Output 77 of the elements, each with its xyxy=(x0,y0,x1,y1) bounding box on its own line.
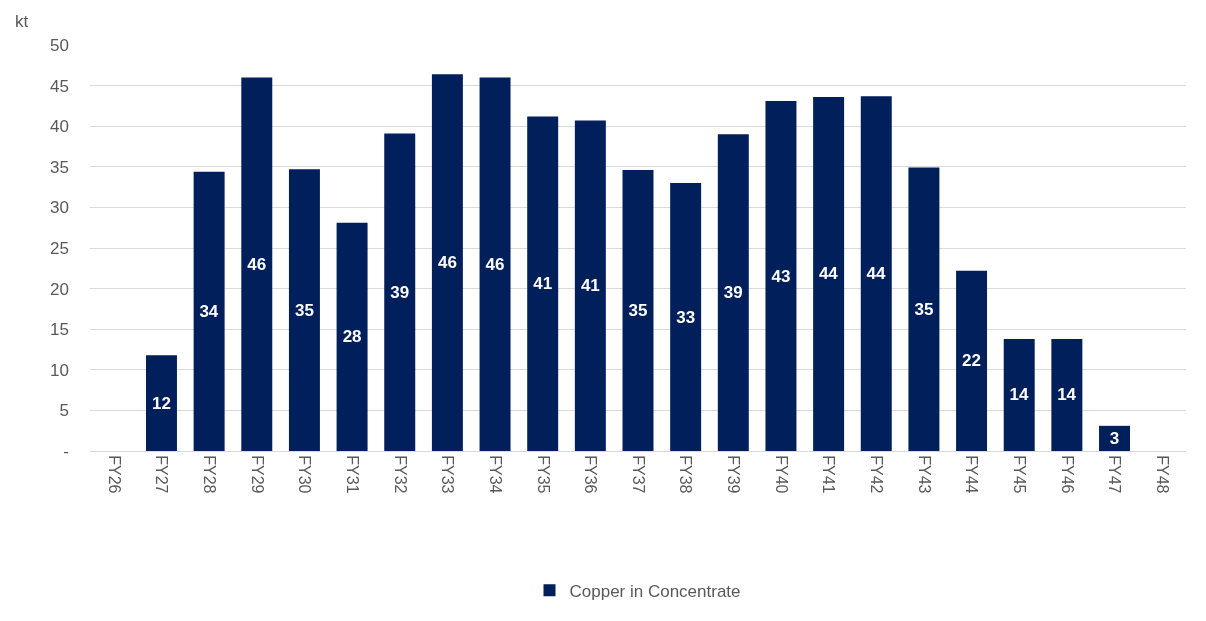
data-label: 33 xyxy=(676,307,696,327)
x-tick-label: FY43 xyxy=(915,455,933,494)
bar xyxy=(574,120,606,451)
data-label: 46 xyxy=(437,253,457,273)
x-tick-label: FY31 xyxy=(343,455,361,494)
y-tick-label: 45 xyxy=(50,76,69,96)
data-label: 12 xyxy=(152,393,171,413)
y-tick-label: 50 xyxy=(50,35,69,55)
data-label: 43 xyxy=(771,266,791,286)
data-label: 46 xyxy=(247,254,267,274)
bar xyxy=(336,222,368,451)
data-label: 44 xyxy=(818,264,839,284)
bar xyxy=(908,167,940,451)
bar xyxy=(384,133,416,451)
data-label: 41 xyxy=(580,276,600,296)
y-tick-label: 10 xyxy=(50,360,69,380)
legend-label: Copper in Concentrate xyxy=(569,581,741,601)
data-label: 41 xyxy=(533,274,553,294)
bar xyxy=(765,101,797,451)
x-tick-label: FY26 xyxy=(105,455,123,494)
x-tick-label: FY27 xyxy=(153,455,171,494)
bar xyxy=(527,116,559,451)
bar xyxy=(288,169,320,451)
data-label: 39 xyxy=(723,283,743,303)
y-tick-label: 5 xyxy=(59,401,69,421)
bar xyxy=(956,270,988,451)
y-tick-label: 20 xyxy=(50,279,69,299)
x-tick-label: FY34 xyxy=(486,455,504,494)
bar xyxy=(813,96,845,451)
x-tick-label: FY33 xyxy=(439,455,457,494)
x-tick-label: FY47 xyxy=(1106,455,1124,494)
y-tick-label: 25 xyxy=(50,238,69,258)
y-tick-label: 40 xyxy=(50,117,69,137)
bar xyxy=(479,77,511,451)
bar xyxy=(670,183,702,451)
data-label: 3 xyxy=(1109,428,1120,448)
x-tick-label: FY42 xyxy=(868,455,886,494)
x-tick-label: FY29 xyxy=(248,455,266,494)
bar xyxy=(860,96,892,451)
y-tick-label: 15 xyxy=(50,320,69,340)
x-tick-label: FY41 xyxy=(820,455,838,494)
data-label: 35 xyxy=(914,299,934,319)
data-label: 34 xyxy=(199,301,219,321)
bar xyxy=(431,74,463,451)
x-tick-label: FY40 xyxy=(772,455,790,494)
x-tick-label: FY48 xyxy=(1153,455,1171,494)
x-tick-label: FY46 xyxy=(1058,455,1076,494)
x-tick-label: FY32 xyxy=(391,455,409,494)
data-label: 44 xyxy=(866,264,886,284)
x-tick-label: FY45 xyxy=(1011,455,1029,494)
bar xyxy=(1003,338,1035,451)
bar xyxy=(622,170,654,451)
x-tick-label: FY36 xyxy=(582,455,600,494)
bar xyxy=(241,77,273,451)
data-label: 28 xyxy=(342,327,362,347)
y-axis-title: kt xyxy=(15,12,29,31)
y-tick-label: 35 xyxy=(50,157,69,177)
x-tick-label: FY30 xyxy=(296,455,314,494)
x-tick-label: FY39 xyxy=(725,455,743,494)
x-tick-label: FY28 xyxy=(200,455,218,494)
data-label: 22 xyxy=(962,351,982,371)
x-tick-label: FY37 xyxy=(629,455,647,494)
x-tick-label: FY35 xyxy=(534,455,552,494)
x-tick-label: FY38 xyxy=(677,455,695,494)
y-tick-label: - xyxy=(63,441,69,461)
x-tick-label: FY44 xyxy=(963,455,981,494)
data-label: 46 xyxy=(485,254,505,274)
data-label: 35 xyxy=(628,301,648,321)
data-label: 14 xyxy=(1057,385,1077,405)
bar xyxy=(193,171,225,451)
y-tick-label: 30 xyxy=(50,198,69,218)
data-label: 14 xyxy=(1009,385,1029,405)
data-label: 35 xyxy=(294,300,314,320)
bar xyxy=(1051,338,1083,451)
bar xyxy=(145,355,177,451)
data-label: 39 xyxy=(390,282,410,302)
bar xyxy=(717,134,749,451)
